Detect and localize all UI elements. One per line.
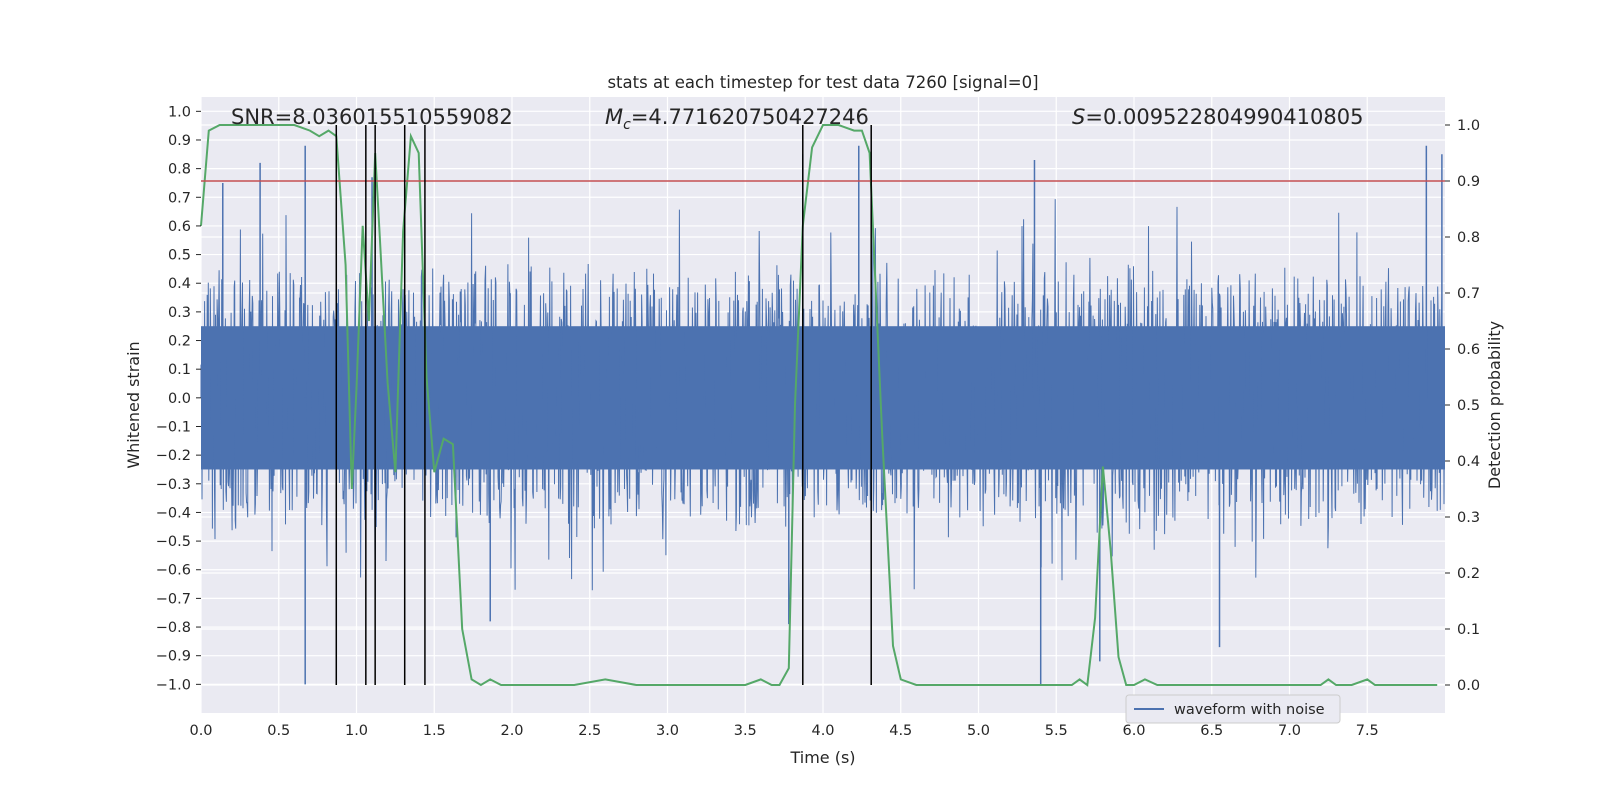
left-y-tick-label: −0.6 <box>156 563 191 579</box>
x-axis-label: Time (s) <box>789 748 855 767</box>
right-y-tick-label: 0.0 <box>1457 678 1480 694</box>
right-y-tick-label: 0.6 <box>1457 342 1480 358</box>
significance-annotation: S=0.009522804990410805 <box>1072 105 1363 129</box>
right-y-tick-label: 0.4 <box>1457 454 1480 470</box>
x-tick-label: 0.5 <box>267 723 290 739</box>
left-y-tick-label: 0.0 <box>168 391 191 407</box>
right-y-axis-label: Detection probability <box>1485 321 1504 489</box>
left-y-tick-label: −0.5 <box>156 534 191 550</box>
left-y-tick-label: −0.4 <box>156 505 191 521</box>
right-y-tick-label: 0.2 <box>1457 566 1480 582</box>
chirp-mass-symbol: M <box>605 105 623 129</box>
probability-series <box>200 124 1438 687</box>
left-y-tick-label: 0.8 <box>168 162 191 178</box>
legend: waveform with noise <box>1125 694 1341 724</box>
x-tick-label: 2.5 <box>578 723 601 739</box>
chart-title: stats at each timestep for test data 726… <box>607 73 1038 92</box>
right-y-tick-label: 0.5 <box>1457 398 1480 414</box>
left-y-tick-label: 0.5 <box>168 248 191 264</box>
legend-label: waveform with noise <box>1174 702 1325 718</box>
left-y-tick-label: −0.1 <box>156 419 191 435</box>
chirp-mass-annotation: Mc=4.771620750427246 <box>605 105 869 133</box>
x-tick-label: 5.5 <box>1045 723 1068 739</box>
significance-symbol: S <box>1072 105 1085 129</box>
legend-box <box>1125 694 1341 724</box>
waveform-line <box>200 199 1445 598</box>
left-y-tick-label: −0.2 <box>156 448 191 464</box>
left-y-tick-label: 0.2 <box>168 334 191 350</box>
right-y-tick-label: 0.3 <box>1457 510 1480 526</box>
left-y-tick-label: 1.0 <box>168 104 191 120</box>
right-y-tick-label: 0.8 <box>1457 230 1480 246</box>
left-y-tick-label: 0.4 <box>168 276 191 292</box>
significance-value: =0.009522804990410805 <box>1085 105 1363 129</box>
right-y-tick-label: 0.7 <box>1457 286 1480 302</box>
left-y-tick-label: 0.1 <box>168 362 191 378</box>
right-y-tick-label: 0.9 <box>1457 174 1480 190</box>
x-tick-label: 5.0 <box>967 723 990 739</box>
x-tick-label: 7.0 <box>1278 723 1301 739</box>
x-tick-label: 0.0 <box>189 723 212 739</box>
x-tick-label: 6.5 <box>1200 723 1223 739</box>
left-y-tick-label: 0.7 <box>168 190 191 206</box>
x-tick-label: 6.0 <box>1122 723 1145 739</box>
left-y-tick-label: 0.6 <box>168 219 191 235</box>
right-y-tick-label: 0.1 <box>1457 622 1480 638</box>
left-y-tick-label: −1.0 <box>156 677 191 693</box>
detection-marks <box>335 125 872 685</box>
x-tick-label: 1.5 <box>423 723 446 739</box>
x-tick-label: 4.0 <box>811 723 834 739</box>
x-tick-label: 4.5 <box>889 723 912 739</box>
x-tick-label: 3.5 <box>734 723 757 739</box>
probability-line <box>200 124 1438 687</box>
left-y-axis-label: Whitened strain <box>124 341 143 468</box>
x-tick-label: 7.5 <box>1356 723 1379 739</box>
right-y-tick-labels: 1.0 0.9 0.8 0.7 0.6 0.5 0.4 0.3 0.2 0.1 0.0 <box>1445 118 1480 694</box>
left-y-tick-labels: 1.0 0.9 0.8 0.7 0.6 0.5 0.4 0.3 0.2 0.1 0.0 −0.1 −0.… <box>156 104 201 693</box>
chirp-mass-subscript: c <box>623 117 631 133</box>
left-y-tick-label: −0.7 <box>156 591 191 607</box>
left-y-tick-label: −0.8 <box>156 620 191 636</box>
left-y-tick-label: 0.9 <box>168 133 191 149</box>
x-tick-labels: 0.0 0.5 1.0 1.5 2.0 2.5 3.0 3.5 4.0 4.5 5.0 5.5 6.0 6… <box>189 723 1378 739</box>
x-tick-label: 1.0 <box>345 723 368 739</box>
chirp-mass-value: =4.771620750427246 <box>631 105 869 129</box>
left-y-tick-label: −0.3 <box>156 477 191 493</box>
x-tick-label: 3.0 <box>656 723 679 739</box>
x-tick-label: 2.0 <box>500 723 523 739</box>
left-y-tick-label: 0.3 <box>168 305 191 321</box>
snr-annotation: SNR=8.036015510559082 <box>231 105 513 129</box>
waveform-series <box>200 145 1445 685</box>
left-y-tick-label: −0.9 <box>156 649 191 665</box>
right-y-tick-label: 1.0 <box>1457 118 1480 134</box>
